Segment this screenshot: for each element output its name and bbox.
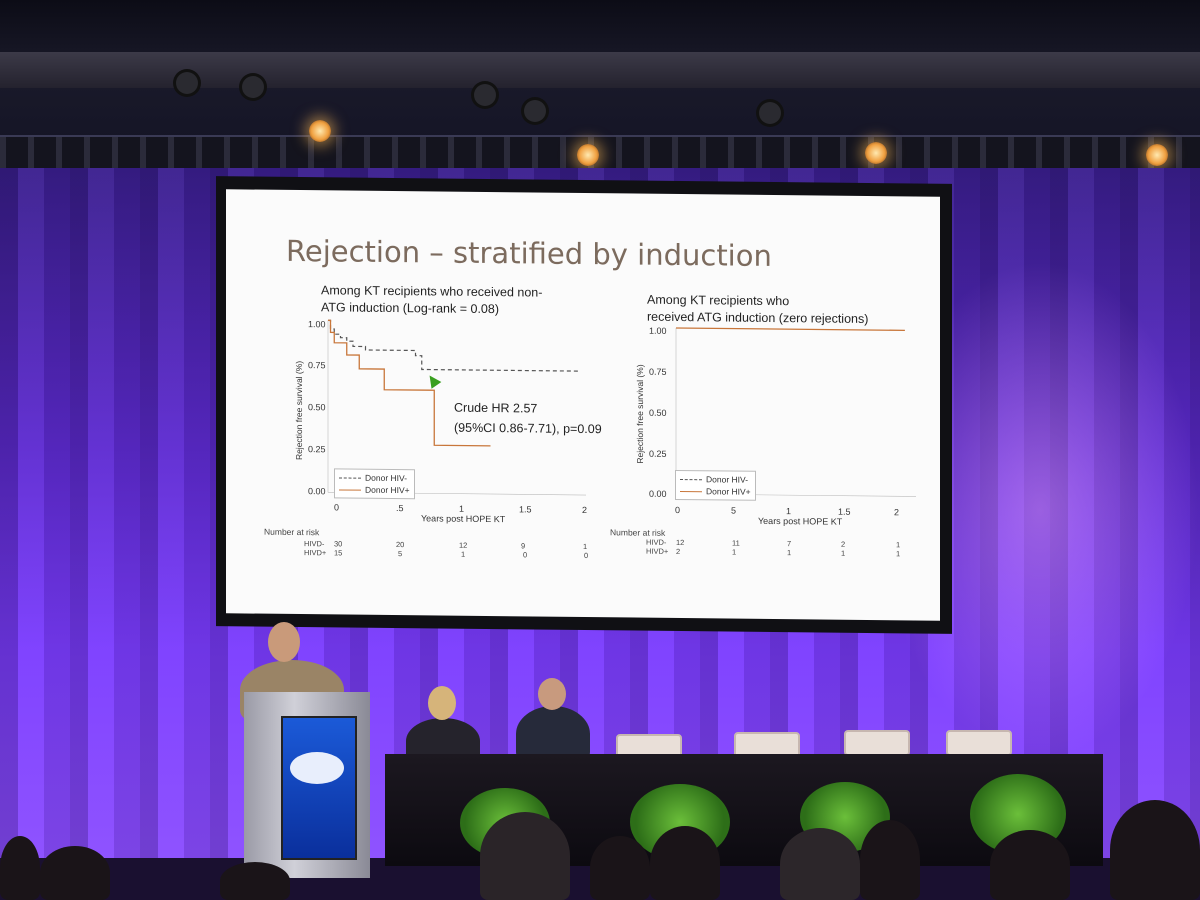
left-legend: Donor HIV- Donor HIV+	[334, 468, 415, 500]
conference-logo	[290, 752, 344, 784]
stage-light	[577, 144, 599, 166]
audience-member	[650, 826, 720, 900]
left-risk-value: 5	[398, 549, 403, 559]
left-risk-value: 9	[521, 541, 526, 551]
panel-chair	[844, 730, 910, 756]
audience-member	[40, 846, 110, 900]
audience-member	[480, 812, 570, 900]
stage-light	[309, 120, 331, 142]
right-risk-value: 1	[787, 548, 792, 558]
presentation-slide: Rejection – stratified by induction Amon…	[226, 189, 940, 621]
left-risk-label: HIVD+	[304, 548, 327, 558]
annotation-line1: Crude HR 2.57	[454, 400, 538, 416]
slide-title: Rejection – stratified by induction	[286, 233, 772, 273]
audience-member	[990, 830, 1070, 900]
left-risk-value: 20	[396, 540, 405, 550]
left-risk-title: Number at risk	[264, 526, 320, 538]
dashed-swatch	[339, 476, 361, 479]
stage-light	[242, 76, 264, 98]
legend-donor-hiv-negative: Donor HIV-	[706, 474, 749, 485]
stage-light	[865, 142, 887, 164]
right-y-axis-label: Rejection free survival (%)	[635, 364, 645, 464]
stage-light	[759, 102, 781, 124]
right-legend: Donor HIV- Donor HIV+	[675, 469, 756, 501]
stage-light	[524, 100, 546, 122]
right-risk-label: HIVD+	[646, 546, 669, 556]
panel-chair	[946, 730, 1012, 756]
left-risk-value: 30	[334, 539, 343, 549]
left-x-axis-label: Years post HOPE KT	[421, 513, 506, 525]
audience-member	[590, 836, 650, 900]
right-risk-title: Number at risk	[610, 527, 666, 538]
series-line-donor-hiv-positive	[328, 319, 491, 447]
stage-light	[474, 84, 496, 106]
stage-light	[176, 72, 198, 94]
left-risk-value: 15	[334, 548, 343, 558]
lighting-truss	[0, 135, 1200, 171]
series-line-donor-hiv-positive	[676, 327, 905, 332]
left-risk-label: HIVD-	[304, 539, 325, 549]
left-risk-value: 0	[584, 551, 589, 561]
left-risk-value: 1	[461, 549, 466, 559]
audience-member	[220, 862, 290, 900]
right-risk-value: 1	[896, 549, 901, 559]
stage-light	[1146, 144, 1168, 166]
left-y-axis-label: Rejection free survival (%)	[294, 360, 304, 461]
left-risk-value: 0	[523, 550, 528, 560]
panelist	[516, 706, 590, 762]
right-risk-value: 1	[896, 540, 901, 550]
audience-member	[0, 836, 40, 900]
audience-member	[860, 820, 920, 900]
podium-screen	[281, 716, 357, 860]
audience-member	[780, 828, 860, 900]
series-line-donor-hiv-negative	[328, 319, 578, 372]
annotation-line2: (95%CI 0.86-7.71), p=0.09	[454, 420, 602, 437]
hazard-ratio-annotation: Crude HR 2.57 (95%CI 0.86-7.71), p=0.09	[454, 398, 602, 440]
audience-member	[1110, 800, 1200, 900]
right-risk-label: HIVD-	[646, 537, 667, 547]
right-risk-value: 11	[732, 538, 740, 548]
panelist-head	[428, 686, 456, 720]
dashed-swatch	[680, 478, 702, 480]
speaker-head	[268, 622, 300, 662]
right-risk-value: 1	[732, 547, 737, 557]
panelist-head	[538, 678, 566, 710]
right-risk-value: 12	[676, 537, 685, 548]
ceiling-band	[0, 52, 1200, 88]
left-risk-value: 12	[459, 540, 468, 550]
left-survival-chart	[327, 319, 586, 496]
legend-donor-hiv-positive: Donor HIV+	[365, 484, 410, 496]
right-risk-value: 2	[676, 546, 681, 557]
right-risk-value: 7	[787, 539, 792, 549]
legend-donor-hiv-negative: Donor HIV-	[365, 472, 408, 484]
left-risk-value: 1	[583, 542, 588, 552]
solid-swatch	[680, 490, 702, 492]
solid-swatch	[339, 488, 361, 491]
legend-donor-hiv-positive: Donor HIV+	[706, 486, 751, 497]
right-risk-value: 1	[841, 548, 846, 558]
right-risk-value: 2	[841, 539, 846, 549]
